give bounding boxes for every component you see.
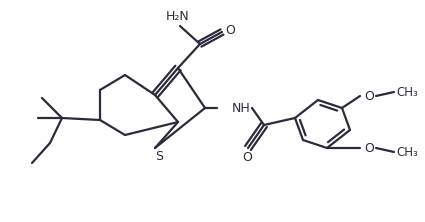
Text: S: S	[155, 149, 163, 163]
Text: NH: NH	[232, 101, 251, 115]
Text: H₂N: H₂N	[166, 10, 190, 24]
Text: O: O	[242, 151, 252, 163]
Text: O: O	[225, 24, 235, 36]
Text: O: O	[364, 141, 374, 155]
Text: O: O	[364, 89, 374, 103]
Text: CH₃: CH₃	[396, 85, 418, 99]
Text: CH₃: CH₃	[396, 145, 418, 159]
